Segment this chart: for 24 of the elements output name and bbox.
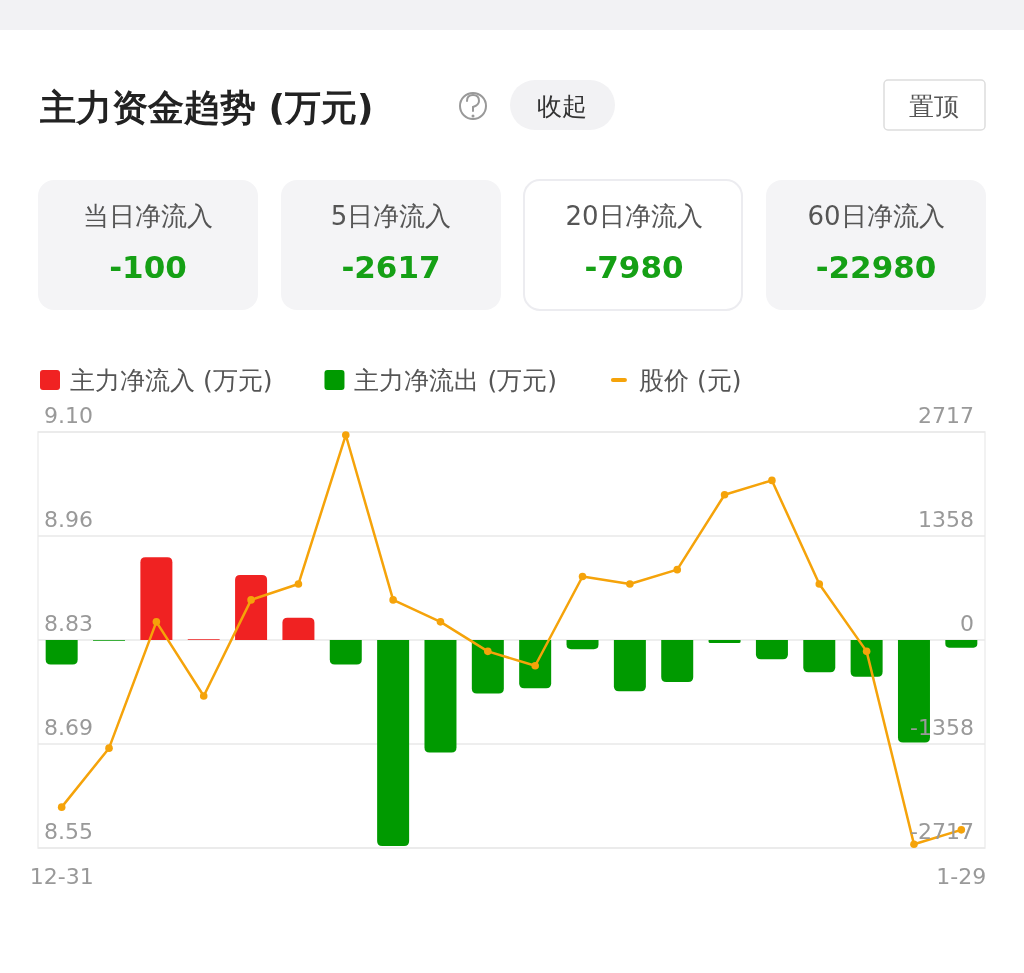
text: 收起 (537, 92, 587, 121)
text: 置顶 (909, 92, 959, 121)
y2-tick-label: 0 (960, 611, 974, 636)
text: -22980 (815, 249, 937, 285)
text: 当日净流入 (83, 201, 213, 231)
text: 5日净流入 (330, 201, 452, 231)
chart-title: 主力资金趋势 (万元) (40, 87, 374, 128)
text: -100 (109, 249, 187, 285)
text: -7980 (584, 249, 684, 285)
y-tick-label: 8.96 (44, 507, 93, 532)
legend-label: 股价 (元) (638, 366, 742, 395)
y-tick-label: 8.83 (44, 611, 93, 636)
text: -2617 (341, 249, 441, 285)
text: 20日净流入 (565, 201, 703, 231)
y-tick-label: 9.10 (44, 403, 93, 428)
text: 60日净流入 (807, 201, 945, 231)
legend-label: 主力净流入 (万元) (70, 366, 273, 395)
y-tick-label: 8.69 (44, 715, 93, 740)
y2-tick-label: 2717 (918, 403, 974, 428)
y-tick-label: 8.55 (44, 819, 93, 844)
x-tick-label: 12-31 (29, 864, 94, 889)
y2-tick-label: 1358 (918, 507, 974, 532)
legend-label: 主力净流出 (万元) (354, 366, 557, 395)
x-tick-label: 1-29 (936, 864, 987, 889)
